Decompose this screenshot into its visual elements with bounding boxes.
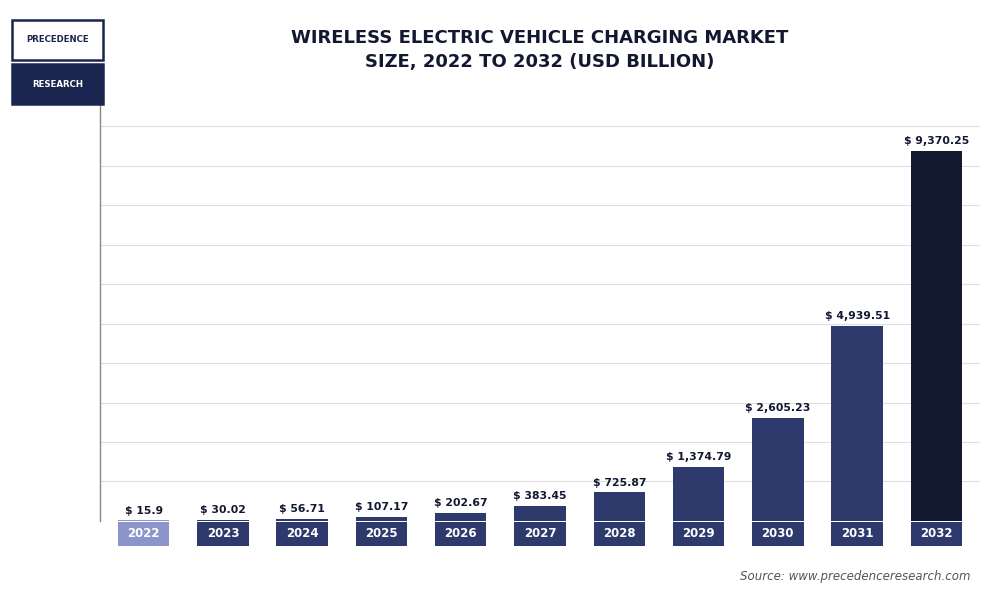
- FancyBboxPatch shape: [594, 522, 645, 546]
- FancyBboxPatch shape: [673, 522, 724, 546]
- Text: Source: www.precedenceresearch.com: Source: www.precedenceresearch.com: [740, 570, 970, 583]
- Text: $ 4,939.51: $ 4,939.51: [825, 311, 890, 321]
- Text: $ 2,605.23: $ 2,605.23: [745, 403, 811, 413]
- Bar: [831, 326, 883, 521]
- Text: 2027: 2027: [524, 527, 556, 540]
- Text: RESEARCH: RESEARCH: [32, 80, 83, 89]
- Text: $ 107.17: $ 107.17: [355, 502, 408, 512]
- Text: 2028: 2028: [603, 527, 636, 540]
- Bar: [752, 418, 804, 521]
- Bar: [673, 466, 724, 521]
- Text: PRECEDENCE: PRECEDENCE: [26, 36, 89, 44]
- Text: 2024: 2024: [286, 527, 318, 540]
- FancyBboxPatch shape: [276, 522, 328, 546]
- FancyBboxPatch shape: [514, 522, 566, 546]
- Text: 2032: 2032: [920, 527, 953, 540]
- Bar: [911, 151, 962, 521]
- Text: 2031: 2031: [841, 527, 873, 540]
- Text: 2030: 2030: [762, 527, 794, 540]
- Bar: [276, 519, 328, 521]
- FancyBboxPatch shape: [356, 522, 407, 546]
- Bar: [594, 493, 645, 521]
- Text: SIZE, 2022 TO 2032 (USD BILLION): SIZE, 2022 TO 2032 (USD BILLION): [365, 53, 715, 71]
- Text: WIRELESS ELECTRIC VEHICLE CHARGING MARKET: WIRELESS ELECTRIC VEHICLE CHARGING MARKE…: [291, 30, 789, 47]
- FancyBboxPatch shape: [752, 522, 804, 546]
- Text: 2029: 2029: [682, 527, 715, 540]
- Text: $ 56.71: $ 56.71: [279, 504, 325, 514]
- FancyBboxPatch shape: [118, 522, 169, 546]
- FancyBboxPatch shape: [197, 522, 249, 546]
- Bar: [514, 506, 566, 521]
- Text: $ 1,374.79: $ 1,374.79: [666, 452, 731, 462]
- Bar: [197, 520, 249, 521]
- Bar: [435, 513, 486, 521]
- FancyBboxPatch shape: [12, 65, 103, 104]
- Text: 2025: 2025: [365, 527, 398, 540]
- FancyBboxPatch shape: [911, 522, 962, 546]
- Text: $ 30.02: $ 30.02: [200, 505, 246, 515]
- Text: 2026: 2026: [444, 527, 477, 540]
- Text: $ 725.87: $ 725.87: [593, 478, 646, 488]
- Bar: [356, 517, 407, 521]
- FancyBboxPatch shape: [12, 20, 103, 60]
- Text: $ 9,370.25: $ 9,370.25: [904, 136, 969, 146]
- FancyBboxPatch shape: [831, 522, 883, 546]
- Text: $ 15.9: $ 15.9: [125, 506, 163, 516]
- Bar: [118, 520, 169, 521]
- Text: $ 383.45: $ 383.45: [513, 491, 567, 501]
- Text: $ 202.67: $ 202.67: [434, 498, 488, 508]
- Text: 2023: 2023: [207, 527, 239, 540]
- Text: 2022: 2022: [127, 527, 160, 540]
- FancyBboxPatch shape: [435, 522, 486, 546]
